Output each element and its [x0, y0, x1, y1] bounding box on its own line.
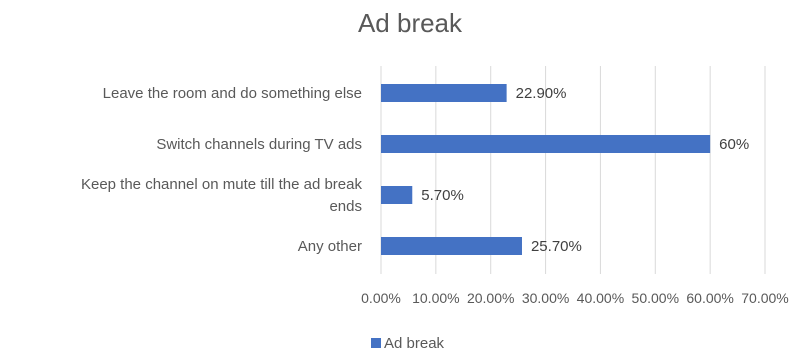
x-tick-label: 50.00%: [632, 290, 679, 306]
category-label: Leave the room and do something else: [103, 85, 362, 102]
category-label: Any other: [298, 238, 362, 255]
bar: [381, 135, 711, 153]
data-labels: 22.90% 60% 5.70% 25.70%: [421, 85, 749, 255]
x-tick-label: 0.00%: [361, 290, 401, 306]
category-label: Keep the channel on mute till the ad bre…: [81, 176, 363, 215]
bars: [381, 84, 711, 255]
x-axis-tick-labels: 0.00% 10.00% 20.00% 30.00% 40.00% 50.00% 60.00…: [361, 290, 789, 306]
x-tick-label: 20.00%: [467, 290, 514, 306]
x-tick-label: 30.00%: [522, 290, 569, 306]
data-label: 22.90%: [516, 85, 567, 102]
bar: [381, 186, 413, 204]
legend-label: Ad break: [384, 335, 445, 352]
category-labels: Leave the room and do something else Swit…: [81, 85, 363, 255]
chart-title: Ad break: [358, 8, 463, 38]
x-tick-label: 40.00%: [577, 290, 624, 306]
data-label: 25.70%: [531, 238, 582, 255]
legend-swatch: [371, 338, 381, 348]
x-tick-label: 60.00%: [686, 290, 733, 306]
category-label: Switch channels during TV ads: [156, 136, 362, 153]
legend: Ad break: [371, 335, 445, 352]
data-label: 60%: [719, 136, 749, 153]
bar: [381, 237, 522, 255]
x-tick-label: 70.00%: [741, 290, 788, 306]
bar: [381, 84, 507, 102]
data-label: 5.70%: [421, 187, 464, 204]
x-tick-label: 10.00%: [412, 290, 459, 306]
